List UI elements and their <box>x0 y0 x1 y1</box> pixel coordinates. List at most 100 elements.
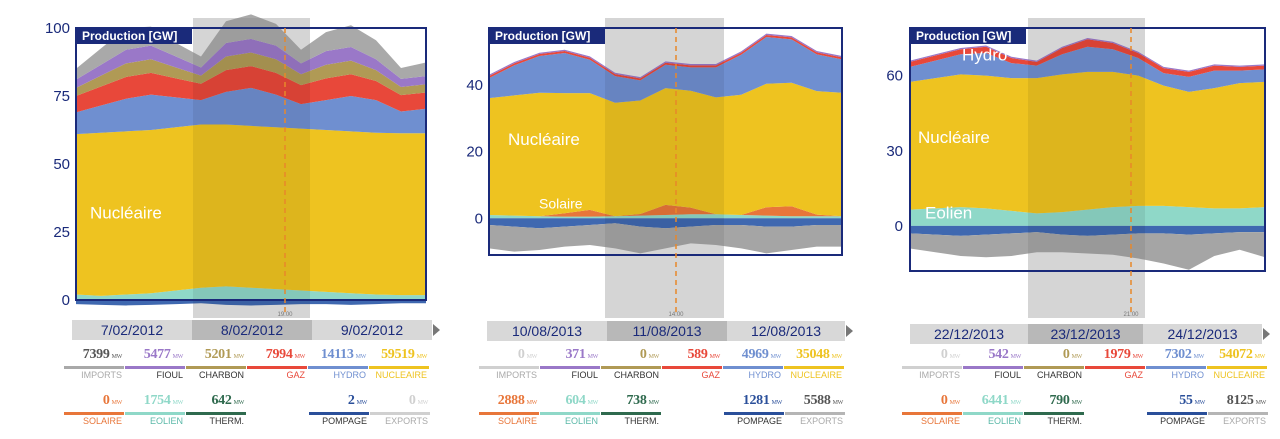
area-solaire <box>489 204 842 217</box>
stat-label: EXPORTS <box>800 416 843 426</box>
stat-unit: MW <box>355 354 367 360</box>
area-nucleaire <box>910 71 1265 214</box>
area-label: Eolien <box>925 203 972 222</box>
stat-charbon: 0 MW CHARBON <box>601 347 661 381</box>
stat-unit: MW <box>417 400 429 406</box>
stat-value: 55 MW <box>1179 393 1205 408</box>
y-tick-label: 50 <box>53 156 70 173</box>
stat-bar <box>370 412 430 415</box>
stat-unit: MW <box>1071 400 1083 406</box>
stat-bar <box>1207 366 1267 369</box>
stat-value: 2 MW <box>347 393 367 408</box>
stat-label: HYDRO <box>1171 370 1204 380</box>
timeline-bar[interactable]: 22/12/2013 23/12/2013 24/12/2013 <box>910 324 1270 344</box>
chart-title: Production [GW] <box>916 29 1011 43</box>
stat-unit: MW <box>1255 400 1267 406</box>
cursor-time-label: 21:00 <box>1123 312 1139 318</box>
stat-bar <box>963 366 1023 369</box>
stat-gaz: 1979 MW GAZ <box>1085 347 1145 381</box>
stat-unit: MW <box>294 354 306 360</box>
stat-solaire: 0 MW SOLAIRE <box>64 393 124 427</box>
next-arrow-icon[interactable] <box>433 324 440 336</box>
stat-bar <box>1146 366 1206 369</box>
day-label[interactable]: 22/12/2013 <box>933 326 1005 342</box>
stat-unit: MW <box>832 400 844 406</box>
next-arrow-icon[interactable] <box>1263 328 1270 340</box>
next-arrow-icon[interactable] <box>846 325 853 337</box>
stat-unit: MW <box>416 354 428 360</box>
stat-hydro: 14113 MW HYDRO <box>308 347 368 381</box>
area-fioul <box>76 38 426 88</box>
stat-charbon: 5201 MW CHARBON <box>186 347 246 381</box>
stat-gaz: 589 MW GAZ <box>662 347 722 381</box>
stat-imports: 0 MW IMPORTS <box>479 347 539 381</box>
stat-unit: MW <box>709 354 721 360</box>
y-tick-label: 100 <box>45 20 70 37</box>
stat-label: EOLIEN <box>987 416 1021 426</box>
stat-bar <box>723 366 783 369</box>
stat-unit: MW <box>770 354 782 360</box>
stat-label: GAZ <box>1124 370 1143 380</box>
stat-solaire: 2888 MW SOLAIRE <box>479 393 539 427</box>
day-label[interactable]: 7/02/2012 <box>100 322 164 338</box>
area-eolien <box>76 286 426 300</box>
stat-nucleaire: 54072 MW NUCLEAIRE <box>1207 347 1267 381</box>
day-label[interactable]: 10/08/2013 <box>511 323 583 339</box>
stat-bar <box>479 412 539 415</box>
area-exports <box>489 223 842 254</box>
area-pompage <box>76 300 426 306</box>
stat-label: POMPAGE <box>1160 416 1205 426</box>
stat-value: 7302 MW <box>1164 347 1205 362</box>
stat-label: IMPORTS <box>496 370 537 380</box>
stat-value: 589 MW <box>687 347 721 362</box>
stat-value: 790 MW <box>1049 393 1083 408</box>
y-tick-label: 20 <box>466 144 483 161</box>
y-tick-label: 75 <box>53 88 70 105</box>
area-nucleaire <box>489 82 842 217</box>
stat-pompage: 2 MW POMPAGE <box>309 393 369 427</box>
stat-value: 6441 MW <box>981 393 1022 408</box>
stat-unit: MW <box>1132 354 1144 360</box>
stat-label: FIOUL <box>156 370 183 380</box>
chart-title: Production [GW] <box>495 29 590 43</box>
chart-svg: Production [GW] 0 20 40 14:00 Nucléaire Solair… <box>466 18 843 318</box>
stat-unit: MW <box>172 354 184 360</box>
area-pompage <box>910 225 1265 236</box>
timeline-bar[interactable]: 7/02/2012 8/02/2012 9/02/2012 <box>72 320 440 340</box>
stat-pompage: 1281 MW POMPAGE <box>724 393 784 427</box>
stat-unit: MW <box>233 400 245 406</box>
stat-bar <box>308 366 368 369</box>
stat-fioul: 371 MW FIOUL <box>540 347 600 381</box>
stat-hydro: 4969 MW HYDRO <box>723 347 783 381</box>
stat-therm: 642 MW THERM. <box>186 393 246 427</box>
chart-panel-3: Production [GW] 0 30 60 21:00 Hydro Nucléaire E… <box>853 0 1280 439</box>
day-label[interactable]: 23/12/2013 <box>1028 324 1143 344</box>
day-label[interactable]: 12/08/2013 <box>750 323 822 339</box>
title-box <box>489 28 605 44</box>
chart-title: Production [GW] <box>82 29 177 43</box>
stat-exports: 8125 MW EXPORTS <box>1208 393 1268 427</box>
area-eolien <box>910 205 1265 226</box>
chart-svg: Production [GW] 0 25 50 75 100 19:00 Nucléaire <box>45 14 427 318</box>
stat-unit: MW <box>587 400 599 406</box>
day-label[interactable]: 11/08/2013 <box>607 321 727 341</box>
stat-bar <box>902 366 962 369</box>
stat-bar <box>540 412 600 415</box>
stat-label: THERM. <box>624 416 660 426</box>
day-label[interactable]: 24/12/2013 <box>1167 326 1238 342</box>
stat-value: 604 MW <box>565 393 599 408</box>
day-label[interactable]: 9/02/2012 <box>340 322 404 338</box>
stat-unit: MW <box>648 400 660 406</box>
timeline-bar[interactable]: 10/08/2013 11/08/2013 12/08/2013 <box>487 321 853 341</box>
area-label: Solaire <box>539 195 583 211</box>
title-box <box>910 28 1026 44</box>
day-label[interactable]: 8/02/2012 <box>192 320 312 340</box>
stat-bar <box>724 412 784 415</box>
area-gaz <box>76 66 426 113</box>
stat-value: 542 MW <box>988 347 1021 362</box>
plot-frame <box>75 27 427 301</box>
stat-bar <box>64 366 124 369</box>
stat-value: 8125 MW <box>1226 393 1267 408</box>
stat-unit: MW <box>526 400 538 406</box>
stat-label: HYDRO <box>333 370 366 380</box>
